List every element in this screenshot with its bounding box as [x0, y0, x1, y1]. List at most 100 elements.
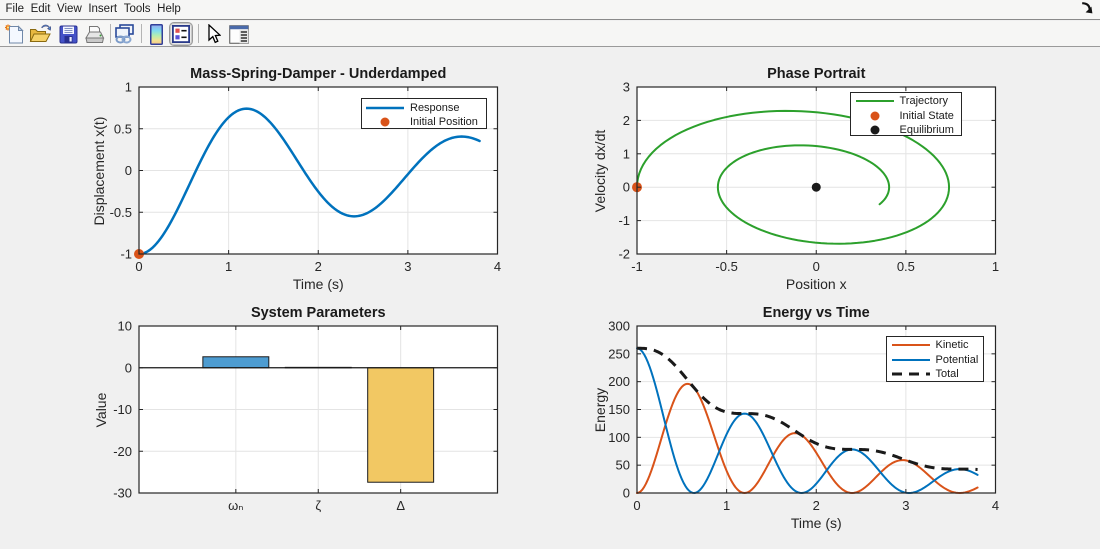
y-axis-label-energy: Energy [592, 387, 608, 432]
save-figure-icon [59, 25, 77, 43]
toolbar-separator [140, 24, 142, 43]
legend-phase: Trajectory Initial State Equilibrium [850, 91, 962, 136]
insert-legend-icon [171, 25, 190, 43]
x-tick-label: 0 [813, 259, 820, 274]
y-axis-label-parameters: Value [93, 392, 109, 427]
legend-entry: Potential [887, 352, 983, 366]
y-tick-label: 0 [623, 486, 630, 501]
property-inspector-icon [229, 24, 249, 44]
x-tick-label: 2 [315, 259, 322, 274]
legend-glyph-line [366, 106, 404, 109]
toolbar-separator [197, 24, 199, 43]
y-tick-label: 3 [623, 80, 630, 95]
x-tick-label: 3 [404, 259, 411, 274]
bar-2 [367, 367, 435, 483]
x-tick-label: -1 [631, 259, 643, 274]
legend-label: Potential [935, 353, 979, 366]
y-tick-label: 250 [608, 346, 630, 361]
y-tick-label: -2 [618, 247, 630, 262]
bar-0 [202, 356, 270, 369]
chart-title-response: Mass-Spring-Damper - Underdamped [190, 66, 447, 82]
print-figure-icon [84, 25, 104, 43]
link-plot-button[interactable] [113, 22, 137, 46]
y-tick-label: 300 [608, 319, 630, 334]
legend-label: Initial State [899, 109, 954, 122]
legend-glyph-line [891, 358, 930, 361]
menu-help[interactable]: Help [157, 3, 181, 15]
edit-plot-icon [207, 24, 221, 44]
legend-label: Equilibrium [899, 123, 954, 136]
new-figure-button[interactable] [3, 22, 27, 46]
legend-entry: Kinetic [887, 338, 983, 352]
chart-title-parameters: System Parameters [250, 305, 386, 321]
legend-entry: Response [362, 101, 486, 115]
menu-view[interactable]: View [57, 3, 82, 15]
x-tick-label: 1 [225, 259, 232, 274]
save-figure-button[interactable] [56, 22, 80, 46]
legend-response: Response Initial Position [360, 98, 487, 129]
legend-entry: Initial Position [362, 115, 486, 129]
legend-glyph-line [855, 100, 894, 103]
print-figure-button[interactable] [82, 22, 106, 46]
x-tick-label: ωₙ [228, 498, 243, 513]
menu-tools[interactable]: Tools [123, 3, 151, 15]
y-tick-label: -20 [113, 444, 132, 459]
legend-glyph-line [891, 344, 930, 347]
y-axis-label-phase: Velocity dx/dt [592, 129, 608, 212]
x-axis-label-response: Time (s) [292, 276, 344, 292]
x-axis-label-phase: Position x [785, 276, 847, 292]
new-figure-icon [5, 24, 24, 44]
legend-glyph-dot [870, 111, 879, 121]
insert-colorbar-icon [149, 23, 163, 45]
x-tick-label: 1 [992, 259, 999, 274]
y-tick-label: 0 [623, 180, 630, 195]
series-total [637, 346, 978, 471]
menu-edit[interactable]: Edit [30, 3, 51, 15]
edit-plot-button[interactable] [202, 22, 226, 46]
x-tick-label: 0.5 [897, 259, 915, 274]
x-tick-label: 0 [135, 259, 142, 274]
legend-energy: Kinetic Potential Total [886, 335, 984, 382]
insert-colorbar-button[interactable] [144, 22, 168, 46]
legend-entry: Trajectory [851, 94, 961, 108]
open-file-icon [29, 24, 51, 42]
y-tick-label: 0 [125, 163, 132, 178]
legend-glyph-dot [870, 125, 879, 135]
x-tick-label: 3 [902, 498, 909, 513]
y-tick-label: 10 [118, 319, 132, 334]
x-tick-label: 4 [494, 259, 501, 274]
x-tick-label: 4 [992, 498, 999, 513]
dock-figure-button[interactable] [1080, 1, 1094, 15]
x-tick-label: 0 [633, 498, 640, 513]
menubar: File Edit View Insert Tools Help [0, 0, 1100, 20]
legend-label: Initial Position [410, 116, 478, 129]
y-tick-label: 50 [616, 458, 630, 473]
y-tick-label: 150 [608, 402, 630, 417]
legend-entry: Initial State [851, 108, 961, 122]
y-tick-label: -1 [120, 247, 132, 262]
y-tick-label: 1 [623, 146, 630, 161]
x-tick-label: 2 [813, 498, 820, 513]
y-tick-label: 0 [125, 360, 132, 375]
open-file-button[interactable] [28, 22, 52, 46]
dock-figure-icon [1082, 2, 1093, 14]
insert-legend-button[interactable] [168, 22, 193, 46]
legend-label: Total [935, 367, 959, 380]
chart-title-phase: Phase Portrait [767, 66, 866, 82]
series-response [137, 107, 481, 256]
menu-file[interactable]: File [5, 3, 25, 15]
y-tick-label: 200 [608, 374, 630, 389]
property-inspector-button[interactable] [227, 22, 251, 46]
figure-toolbar [0, 21, 1100, 47]
system-parameters-plot[interactable]: ωₙ ζ Δ -30 -20 -10 0 10 [113, 319, 499, 513]
y-tick-label: -10 [113, 402, 132, 417]
y-tick-label: 0.5 [114, 121, 132, 136]
x-tick-label: -0.5 [715, 259, 737, 274]
y-axis-label-response: Displacement x(t) [91, 116, 107, 225]
legend-glyph-dash [891, 372, 930, 376]
legend-entry: Total [887, 367, 983, 381]
menu-insert[interactable]: Insert [88, 3, 118, 15]
y-tick-label: -1 [618, 213, 630, 228]
y-tick-label: -0.5 [110, 205, 132, 220]
y-tick-label: 1 [125, 80, 132, 95]
